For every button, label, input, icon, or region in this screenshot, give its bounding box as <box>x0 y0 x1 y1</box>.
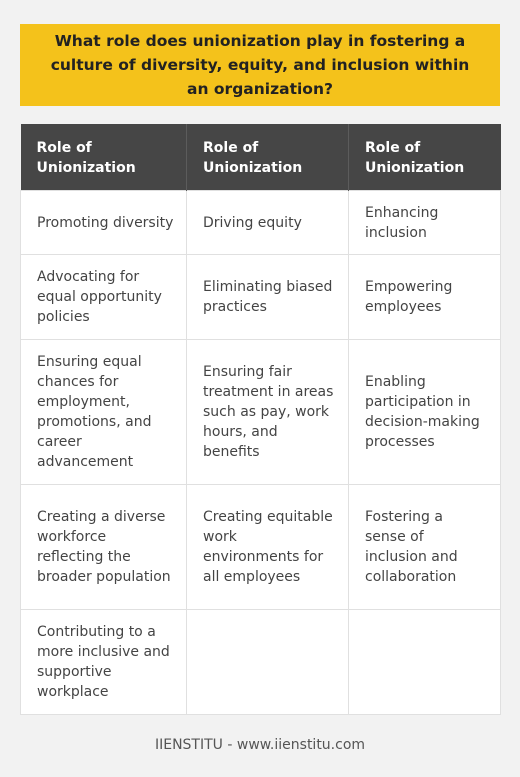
table-cell: Driving equity <box>186 190 349 255</box>
table-row: Ensuring equal chances for employment, p… <box>20 339 501 485</box>
table-row: Creating a diverse workforce reflecting … <box>20 484 501 610</box>
table-cell: Creating a diverse workforce reflecting … <box>20 484 187 610</box>
table-cell: Fostering a sense of inclusion and colla… <box>348 484 501 610</box>
table-cell: Ensuring fair treatment in areas such as… <box>186 339 349 485</box>
table-row: Contributing to a more inclusive and sup… <box>20 609 501 715</box>
table-cell: Enhancing inclusion <box>348 190 501 255</box>
table-cell: Enabling participation in decision-makin… <box>348 339 501 485</box>
page-title: What role does unionization play in fost… <box>50 32 470 98</box>
column-header: Role of Unionization <box>348 124 501 191</box>
table-cell: Promoting diversity <box>20 190 187 255</box>
table-cell: Contributing to a more inclusive and sup… <box>20 609 187 715</box>
footer-credit: IIENSTITU - www.iienstitu.com <box>154 737 366 753</box>
table-cell <box>186 609 349 715</box>
table-cell: Empowering employees <box>348 254 501 340</box>
table-header-row: Role of Unionization Role of Unionizatio… <box>20 124 501 191</box>
column-header: Role of Unionization <box>186 124 349 191</box>
table-cell: Creating equitable work environments for… <box>186 484 349 610</box>
table-cell: Advocating for equal opportunity policie… <box>20 254 187 340</box>
column-header: Role of Unionization <box>20 124 187 191</box>
table-cell: Eliminating biased practices <box>186 254 349 340</box>
roles-table: Role of Unionization Role of Unionizatio… <box>20 124 501 715</box>
table-cell <box>348 609 501 715</box>
title-banner: What role does unionization play in fost… <box>20 24 500 106</box>
table-row: Promoting diversity Driving equity Enhan… <box>20 190 501 255</box>
table-row: Advocating for equal opportunity policie… <box>20 254 501 340</box>
table-cell: Ensuring equal chances for employment, p… <box>20 339 187 485</box>
